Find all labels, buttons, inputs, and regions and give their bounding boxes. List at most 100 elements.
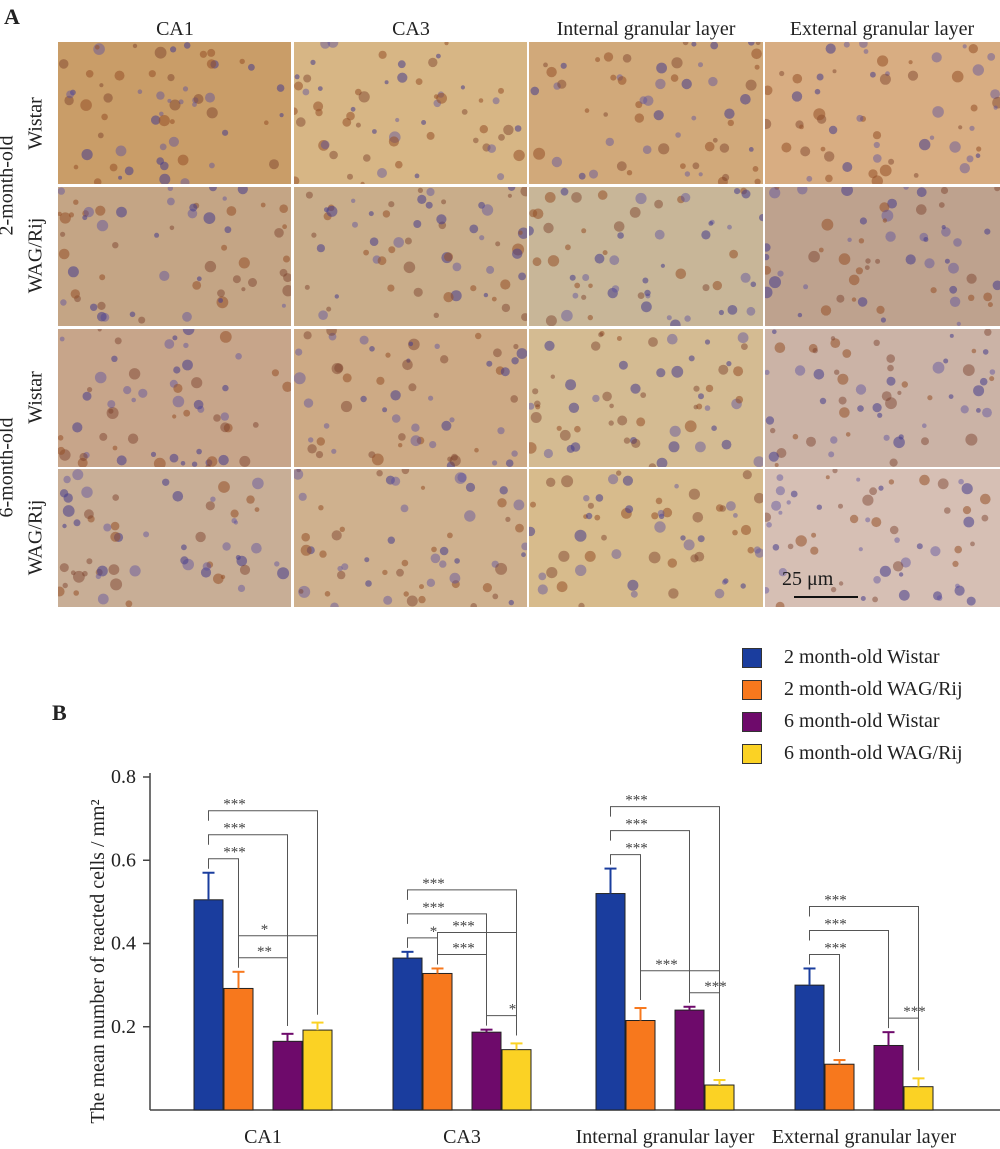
micrograph-texture <box>765 469 991 607</box>
cell-nucleus <box>859 217 867 225</box>
cell-nucleus <box>347 173 353 180</box>
cell-nucleus <box>778 568 788 577</box>
cell-nucleus <box>692 512 704 523</box>
cell-nucleus <box>316 244 325 253</box>
cell-nucleus <box>518 272 526 281</box>
cell-nucleus <box>77 457 88 467</box>
cell-nucleus <box>436 214 447 225</box>
cell-nucleus <box>282 285 291 297</box>
cell-nucleus <box>428 57 438 68</box>
micrograph-tile <box>529 469 763 607</box>
cell-nucleus <box>180 461 186 466</box>
cell-nucleus <box>843 42 850 48</box>
cell-nucleus <box>530 86 540 96</box>
cell-nucleus <box>298 492 307 501</box>
cell-nucleus <box>556 425 562 431</box>
cell-nucleus <box>919 474 930 486</box>
cell-nucleus <box>697 535 705 543</box>
cell-nucleus <box>331 530 342 541</box>
bar <box>873 1044 904 1111</box>
cell-nucleus <box>721 579 728 585</box>
cell-nucleus <box>930 546 941 557</box>
cell-nucleus <box>274 228 284 238</box>
cell-nucleus <box>398 443 403 448</box>
cell-nucleus <box>962 506 972 515</box>
cell-nucleus <box>966 596 976 606</box>
cell-nucleus <box>611 285 620 293</box>
cell-nucleus <box>973 385 985 397</box>
cell-nucleus <box>544 192 556 203</box>
cell-nucleus <box>520 187 527 197</box>
cell-nucleus <box>885 71 890 77</box>
cell-nucleus <box>83 206 94 218</box>
cell-nucleus <box>235 353 242 360</box>
cell-nucleus <box>830 336 836 341</box>
cell-nucleus <box>712 137 718 143</box>
cell-nucleus <box>547 255 560 267</box>
cell-nucleus <box>648 463 657 467</box>
cell-nucleus <box>617 232 624 239</box>
cell-nucleus <box>397 60 406 69</box>
cell-nucleus <box>219 331 232 343</box>
cell-nucleus <box>360 181 365 184</box>
cell-nucleus <box>824 151 835 162</box>
cell-nucleus <box>765 286 773 299</box>
micrograph-texture <box>58 42 285 184</box>
cell-nucleus <box>944 507 951 514</box>
cell-nucleus <box>72 469 84 481</box>
micrograph-texture <box>765 42 1000 184</box>
cell-nucleus <box>578 602 585 607</box>
cell-nucleus <box>474 447 479 453</box>
cell-nucleus <box>892 561 904 572</box>
cell-nucleus <box>617 76 627 85</box>
cell-nucleus <box>774 463 779 467</box>
cell-nucleus <box>369 237 379 246</box>
cell-nucleus <box>457 472 467 483</box>
x-tick-label: External granular layer <box>772 1126 957 1148</box>
cell-nucleus <box>873 141 880 149</box>
cell-nucleus <box>70 570 76 576</box>
cell-nucleus <box>431 546 437 553</box>
cell-nucleus <box>970 541 975 547</box>
significance-label: *** <box>903 1004 926 1020</box>
cell-nucleus <box>952 560 959 567</box>
cell-nucleus <box>862 494 874 506</box>
cell-nucleus <box>283 255 290 263</box>
significance-label: *** <box>452 940 475 956</box>
micrograph-tile <box>58 469 291 607</box>
cell-nucleus <box>631 438 641 448</box>
cell-nucleus <box>376 376 385 385</box>
cell-nucleus <box>588 283 593 289</box>
cell-nucleus <box>326 306 332 312</box>
cell-nucleus <box>395 117 400 123</box>
cell-nucleus <box>115 145 127 157</box>
cell-nucleus <box>859 42 868 48</box>
cell-nucleus <box>529 442 537 454</box>
cell-nucleus <box>447 456 453 462</box>
cell-nucleus <box>530 501 536 508</box>
cell-nucleus <box>203 212 216 224</box>
x-tick-label: CA1 <box>244 1126 282 1148</box>
cell-nucleus <box>943 358 949 364</box>
cell-nucleus <box>599 330 605 337</box>
cell-nucleus <box>393 237 404 248</box>
cell-nucleus <box>222 384 229 392</box>
cell-nucleus <box>482 583 492 593</box>
cell-nucleus <box>962 44 967 49</box>
micrograph-tile <box>58 187 291 326</box>
cell-nucleus <box>769 187 781 199</box>
significance-bracket <box>610 854 641 1001</box>
cell-nucleus <box>326 205 338 217</box>
cell-nucleus <box>898 589 910 601</box>
cell-nucleus <box>630 437 637 444</box>
cell-nucleus <box>790 490 798 498</box>
cell-nucleus <box>129 311 136 318</box>
cell-nucleus <box>222 129 229 136</box>
cell-nucleus <box>454 558 460 564</box>
cell-nucleus <box>533 147 546 160</box>
cell-nucleus <box>447 532 453 539</box>
cell-nucleus <box>529 526 536 537</box>
cell-nucleus <box>481 204 494 216</box>
cell-nucleus <box>916 543 923 550</box>
cell-nucleus <box>449 417 455 423</box>
